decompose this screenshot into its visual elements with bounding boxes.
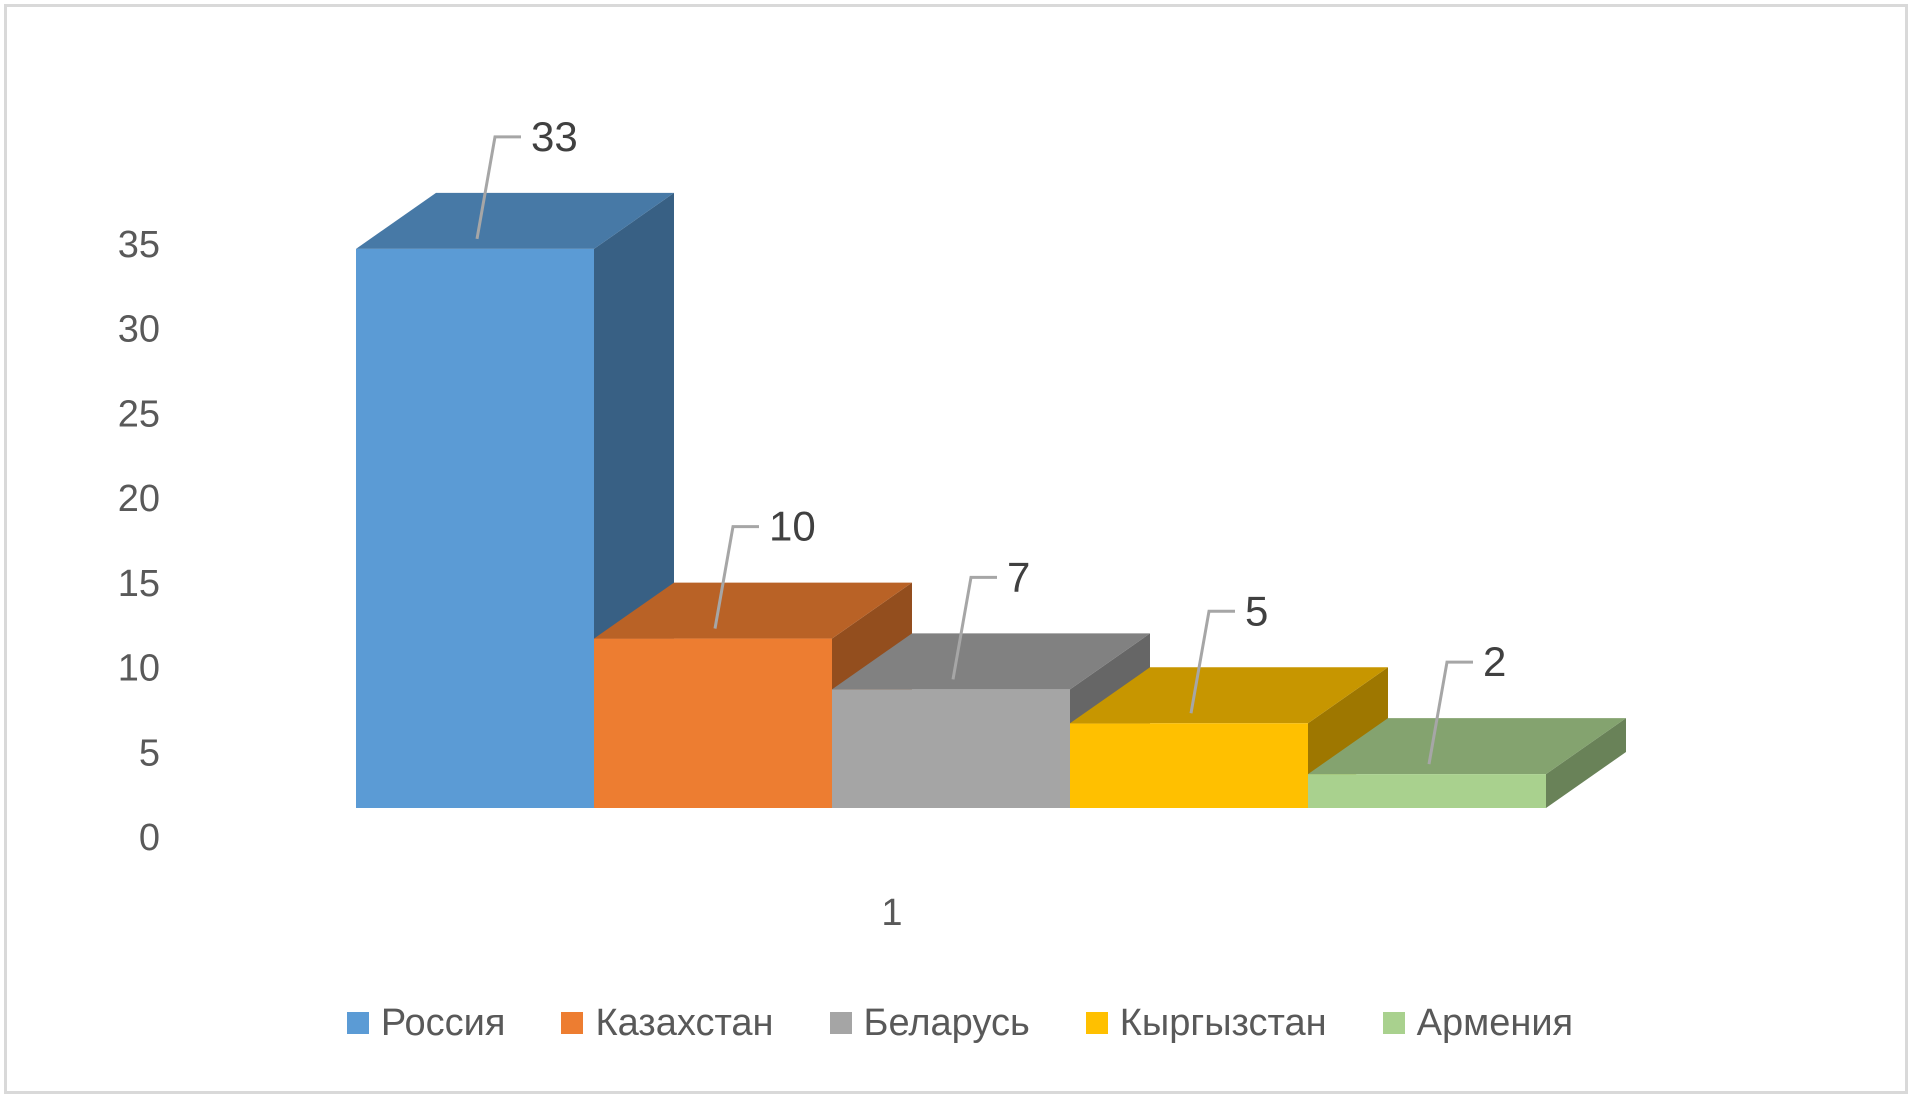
data-label-leader (1189, 609, 1235, 714)
legend: Россия Казахстан Беларусь Кыргызстан Армения (0, 998, 1920, 1048)
bar-top-1 (594, 582, 912, 639)
bars-group (356, 192, 1626, 808)
data-label-leader (1427, 660, 1473, 765)
legend-swatch (1085, 1012, 1108, 1034)
data-labels-group: 33 10 7 5 2 (475, 113, 1506, 765)
legend-item: Беларусь (829, 1001, 1030, 1045)
bar-top-2 (832, 633, 1150, 690)
y-tick-label: 10 (118, 648, 160, 690)
y-tick-label: 30 (118, 309, 160, 351)
data-label: 2 (1483, 638, 1506, 685)
y-tick-label: 15 (118, 563, 160, 605)
data-label: 5 (1245, 587, 1268, 634)
legend-label: Армения (1416, 1001, 1574, 1044)
y-tick-label: 0 (139, 817, 160, 859)
bar-2 (832, 689, 1070, 808)
x-category-label: 1 (881, 892, 902, 934)
legend-label: Беларусь (863, 1001, 1030, 1044)
legend-swatch (346, 1012, 369, 1034)
y-tick-label: 25 (118, 393, 160, 435)
bar-1 (594, 638, 832, 808)
bar-4 (1308, 774, 1546, 808)
data-label: 33 (531, 113, 578, 160)
data-label-leader (475, 135, 521, 240)
legend-label: Казахстан (595, 1001, 774, 1044)
legend-label: Россия (380, 1001, 506, 1044)
data-label-leader (713, 525, 759, 629)
bar-top-4 (1308, 718, 1626, 775)
legend-label: Кыргызстан (1119, 1001, 1327, 1044)
bar-top-0 (356, 192, 674, 249)
y-tick-label: 35 (118, 224, 160, 266)
y-tick-label: 20 (118, 478, 160, 520)
data-label: 10 (769, 503, 816, 550)
legend-item: Казахстан (561, 1001, 774, 1045)
legend-item: Россия (346, 1001, 506, 1045)
data-label: 7 (1007, 553, 1030, 600)
y-axis-ticks: 0 5 10 15 20 25 30 35 (118, 224, 160, 859)
legend-item: Кыргызстан (1085, 1001, 1327, 1045)
y-tick-label: 5 (139, 732, 160, 774)
legend-swatch (829, 1012, 852, 1034)
bar-3 (1070, 723, 1308, 808)
legend-item: Армения (1382, 1001, 1574, 1045)
bar-top-3 (1070, 667, 1388, 724)
bar-0 (356, 248, 594, 808)
data-label-leader (951, 575, 997, 680)
legend-swatch (1382, 1012, 1405, 1034)
bar-side-4 (1546, 718, 1626, 808)
legend-swatch (561, 1012, 584, 1034)
